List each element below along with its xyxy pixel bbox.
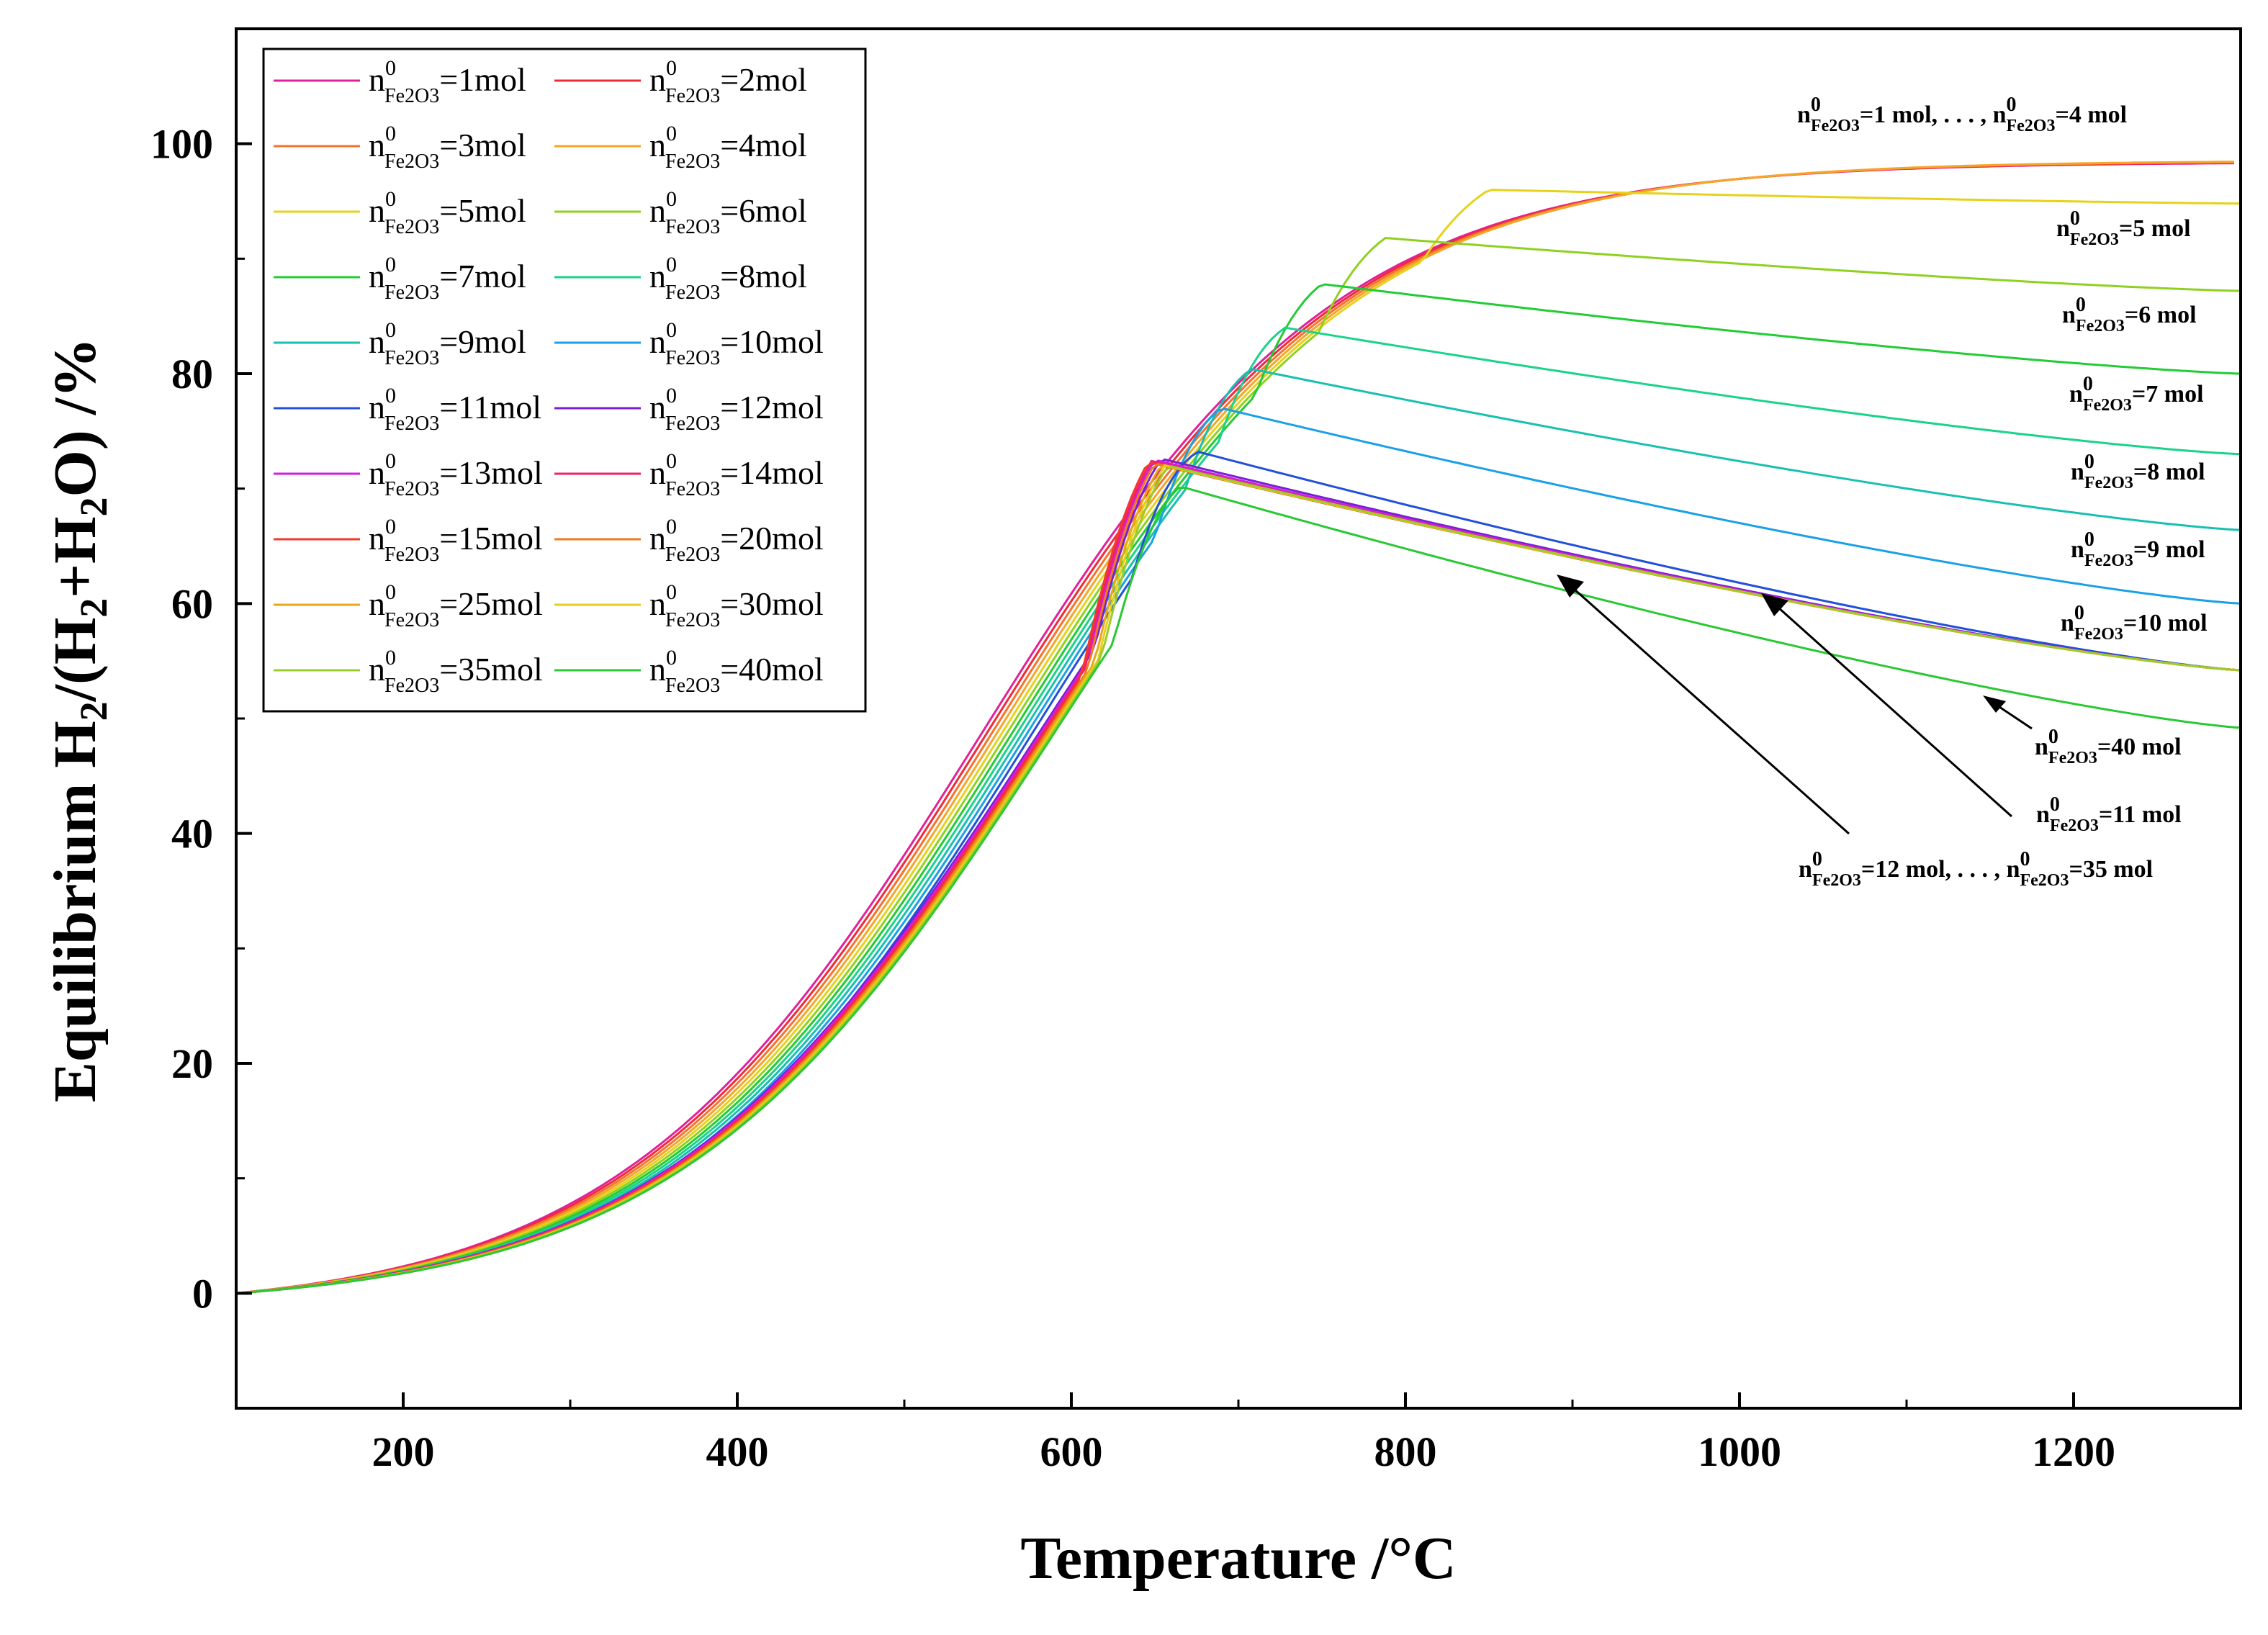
- legend-item-8mol: n0 Fe2O3=8mol: [554, 253, 807, 304]
- legend-item-40mol: n0 Fe2O3=40mol: [554, 646, 824, 697]
- legend-label: n0 Fe2O3=2mol: [649, 56, 807, 107]
- legend-item-35mol: n0 Fe2O3=35mol: [274, 646, 543, 697]
- legend-item-15mol: n0 Fe2O3=15mol: [274, 515, 543, 566]
- x-tick-label-600: 600: [1040, 1428, 1103, 1475]
- x-tick-label-200: 200: [372, 1428, 435, 1475]
- legend-item-6mol: n0 Fe2O3=6mol: [554, 187, 807, 238]
- annotation-1-4-mol: n0 Fe2O3=1 mol, . . . , n0 Fe2O3=4 mol: [1797, 94, 2127, 135]
- annotation-9-mol: n0 Fe2O3=9 mol: [2071, 528, 2205, 570]
- legend: n0 Fe2O3=1mol n0 Fe2O3=2mol n0 Fe2O3=3mol n0 Fe…: [262, 48, 867, 713]
- annotation-11-mol: n0 Fe2O3=11 mol: [2036, 793, 2182, 835]
- legend-item-4mol: n0 Fe2O3=4mol: [554, 122, 807, 173]
- arrow-12-35-mol-head: [1557, 575, 1584, 598]
- annotation-10-mol: n0 Fe2O3=10 mol: [2061, 602, 2208, 644]
- legend-item-1mol: n0 Fe2O3=1mol: [274, 56, 526, 107]
- arrow-40-mol-head: [1983, 695, 2006, 713]
- legend-label: n0 Fe2O3=3mol: [369, 122, 526, 173]
- legend-label: n0 Fe2O3=1mol: [369, 56, 526, 107]
- annotation-12-35-mol: n0 Fe2O3=12 mol, . . . , n0 Fe2O3=35 mol: [1799, 848, 2153, 890]
- legend-label: n0 Fe2O3=5mol: [369, 187, 526, 238]
- legend-item-9mol: n0 Fe2O3=9mol: [274, 318, 526, 369]
- legend-label: n0 Fe2O3=7mol: [369, 253, 526, 304]
- series-line-5mol: [235, 189, 2241, 1294]
- series-line-40mol: [235, 486, 2241, 1294]
- legend-item-20mol: n0 Fe2O3=20mol: [554, 515, 824, 566]
- annotation-6-mol: n0 Fe2O3=6 mol: [2062, 294, 2197, 335]
- legend-item-2mol: n0 Fe2O3=2mol: [554, 56, 807, 107]
- arrow-11-mol: [1777, 606, 2013, 818]
- tick-layer: 200 400 600 800 1000 1200 0 20 40 60 80 100: [150, 27, 2242, 1475]
- legend-label: n0 Fe2O3=14mol: [649, 449, 824, 500]
- legend-item-7mol: n0 Fe2O3=7mol: [274, 253, 526, 304]
- x-tick-label-800: 800: [1374, 1428, 1437, 1475]
- legend-label: n0 Fe2O3=9mol: [369, 318, 526, 369]
- x-tick-label-1000: 1000: [1698, 1428, 1781, 1475]
- legend-label: n0 Fe2O3=13mol: [369, 449, 543, 500]
- legend-label: n0 Fe2O3=25mol: [369, 580, 543, 631]
- arrow-11-mol-head: [1761, 593, 1788, 616]
- y-tick-label-20: 20: [171, 1040, 213, 1087]
- series-line-6mol: [235, 237, 2241, 1294]
- legend-item-25mol: n0 Fe2O3=25mol: [274, 580, 543, 631]
- y-tick-label-0: 0: [192, 1270, 213, 1317]
- legend-item-12mol: n0 Fe2O3=12mol: [554, 384, 824, 435]
- series-layer: [235, 161, 2241, 1294]
- y-tick-label-80: 80: [171, 351, 213, 397]
- annotation-layer: n0 Fe2O3=1 mol, . . . , n0 Fe2O3=4 mol n0 F…: [1557, 94, 2208, 890]
- legend-label: n0 Fe2O3=40mol: [649, 646, 824, 697]
- x-tick-label-1200: 1200: [2032, 1428, 2115, 1475]
- legend-label: n0 Fe2O3=10mol: [649, 318, 824, 369]
- legend-label: n0 Fe2O3=8mol: [649, 253, 807, 304]
- annotation-7-mol: n0 Fe2O3=7 mol: [2069, 373, 2204, 415]
- legend-item-11mol: n0 Fe2O3=11mol: [274, 384, 541, 435]
- legend-items: n0 Fe2O3=1mol n0 Fe2O3=2mol n0 Fe2O3=3mol n0 Fe…: [274, 56, 824, 697]
- annotation-40-mol: n0 Fe2O3=40 mol: [2035, 726, 2182, 767]
- legend-label: n0 Fe2O3=30mol: [649, 580, 824, 631]
- legend-item-14mol: n0 Fe2O3=14mol: [554, 449, 824, 500]
- legend-box: [262, 48, 867, 713]
- y-tick-label-40: 40: [171, 811, 213, 857]
- legend-label: n0 Fe2O3=35mol: [369, 646, 543, 697]
- legend-label: n0 Fe2O3=4mol: [649, 122, 807, 173]
- legend-item-3mol: n0 Fe2O3=3mol: [274, 122, 526, 173]
- series-line-8mol: [235, 326, 2241, 1294]
- annotation-8-mol: n0 Fe2O3=8 mol: [2071, 451, 2205, 492]
- legend-item-30mol: n0 Fe2O3=30mol: [554, 580, 824, 631]
- y-tick-label-100: 100: [150, 121, 213, 168]
- legend-label: n0 Fe2O3=12mol: [649, 384, 824, 435]
- legend-label: n0 Fe2O3=15mol: [369, 515, 543, 566]
- series-line-7mol: [235, 283, 2241, 1294]
- x-axis-title: Temperature /°C: [1020, 1525, 1456, 1592]
- arrow-12-35-mol: [1573, 587, 1850, 835]
- legend-item-5mol: n0 Fe2O3=5mol: [274, 187, 526, 238]
- legend-label: n0 Fe2O3=6mol: [649, 187, 807, 238]
- annotation-5-mol: n0 Fe2O3=5 mol: [2056, 207, 2191, 249]
- x-tick-label-400: 400: [706, 1428, 769, 1475]
- legend-label: n0 Fe2O3=20mol: [649, 515, 824, 566]
- legend-label: n0 Fe2O3=11mol: [369, 384, 541, 435]
- y-tick-label-60: 60: [171, 580, 213, 627]
- y-axis-title: Equilibrium H2/(H2+H2O) /%: [42, 338, 115, 1102]
- legend-item-10mol: n0 Fe2O3=10mol: [554, 318, 824, 369]
- legend-item-13mol: n0 Fe2O3=13mol: [274, 449, 543, 500]
